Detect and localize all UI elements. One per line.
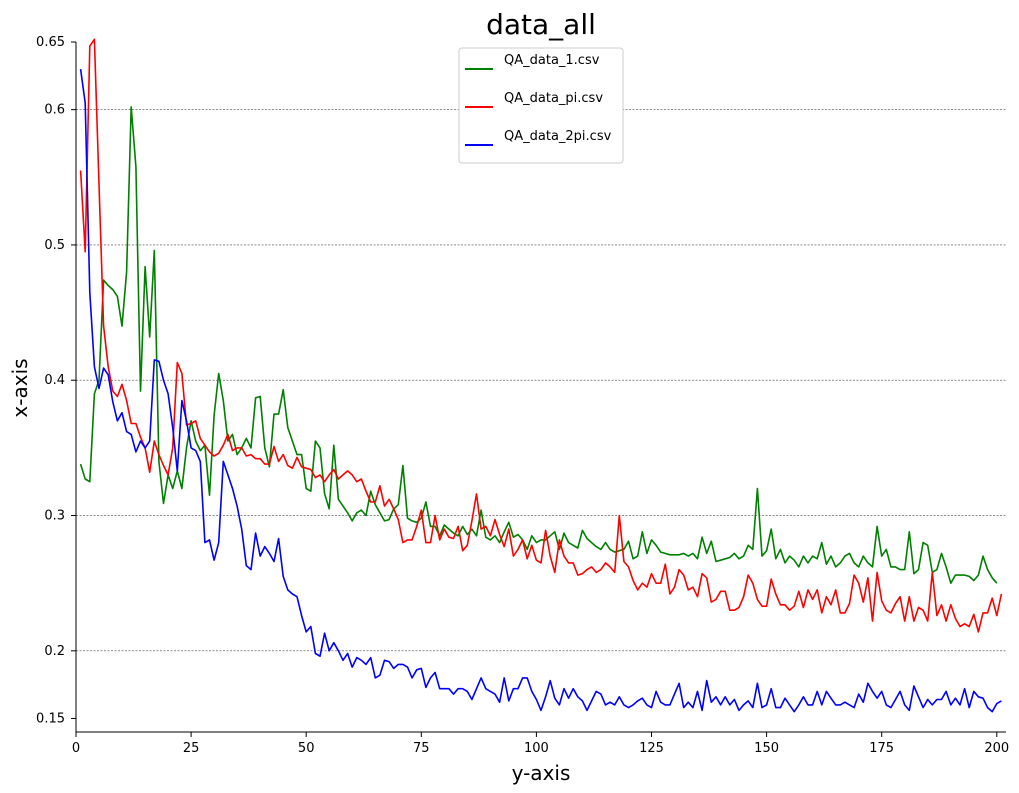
x-axis-label: y-axis (512, 761, 571, 785)
series-line-2 (79, 68, 1002, 713)
series-line-1 (79, 38, 1003, 633)
y-tick-label-4: 0.5 (44, 238, 65, 253)
x-tick-label-2: 50 (298, 741, 315, 756)
y-axis-label: x-axis (8, 358, 32, 417)
chart-title: data_all (486, 8, 596, 41)
x-tick-label-1: 25 (183, 741, 200, 756)
x-ticks: 0 25 50 75 100 125 150 175 200 (72, 732, 1009, 756)
series-layer (79, 38, 1003, 713)
x-tick-label-8: 200 (984, 741, 1009, 756)
grid-lines (76, 109, 1006, 652)
y-tick-label-6: 0.65 (36, 35, 65, 50)
y-tick-label-5: 0.6 (44, 103, 65, 118)
legend-label-0: QA_data_1.csv (504, 53, 600, 68)
legend-label-2: QA_data_2pi.csv (504, 129, 612, 144)
y-tick-label-0: 0.15 (36, 711, 65, 726)
y-tick-label-1: 0.2 (44, 644, 65, 659)
x-tick-label-7: 175 (869, 741, 894, 756)
legend-box (458, 47, 624, 164)
x-tick-label-3: 75 (413, 741, 430, 756)
y-ticks: 0.15 0.2 0.3 0.4 0.5 0.6 0.65 (36, 35, 76, 726)
x-tick-label-6: 150 (754, 741, 779, 756)
x-tick-label-0: 0 (72, 741, 80, 756)
x-tick-label-4: 100 (524, 741, 549, 756)
y-tick-label-2: 0.3 (44, 509, 65, 524)
legend-label-1: QA_data_pi.csv (504, 91, 603, 106)
x-tick-label-5: 125 (639, 741, 664, 756)
series-line-0 (79, 106, 998, 585)
legend: QA_data_1.csv QA_data_pi.csv QA_data_2pi.c… (458, 47, 624, 164)
y-tick-label-3: 0.4 (44, 373, 65, 388)
